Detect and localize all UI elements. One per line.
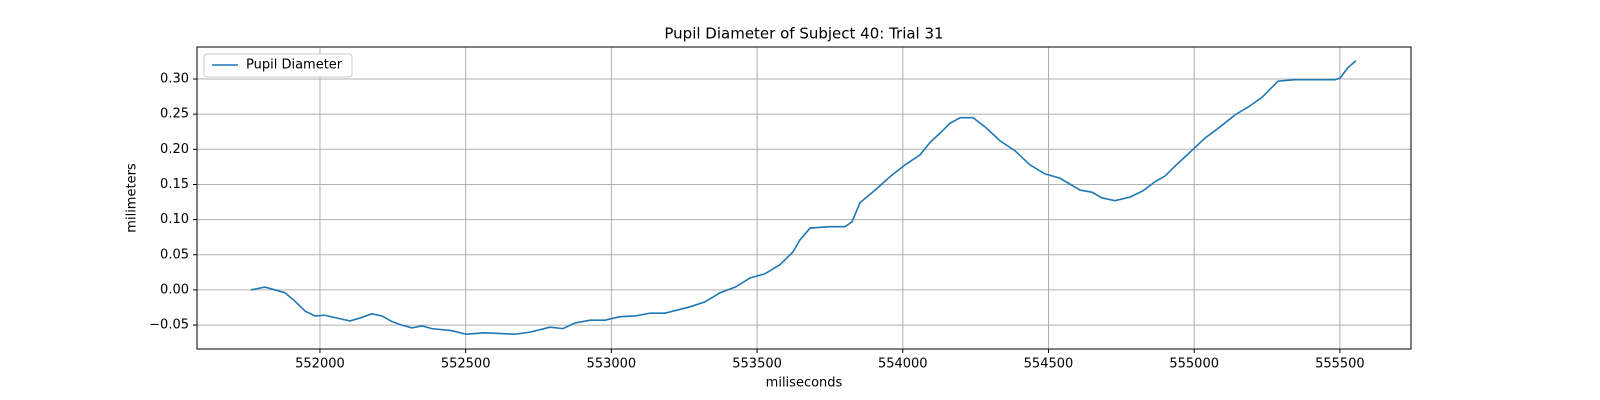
y-tick-label: 0.05: [160, 247, 189, 262]
y-tick-label: 0.30: [160, 71, 189, 86]
x-tick-label: 553500: [732, 357, 782, 372]
x-tick-label: 552500: [441, 357, 491, 372]
y-tick-label: −0.05: [149, 318, 189, 333]
plot-frame: [196, 46, 1412, 350]
y-tick-label: 0.15: [160, 177, 189, 192]
x-tick-label: 552000: [295, 357, 345, 372]
y-axis-label: milimeters: [125, 163, 140, 233]
legend-label: Pupil Diameter: [246, 58, 343, 73]
data-line: [250, 60, 1357, 336]
y-tick-label: 0.00: [160, 282, 189, 297]
x-tick-label: 554000: [878, 357, 928, 372]
chart-title: Pupil Diameter of Subject 40: Trial 31: [664, 25, 943, 43]
y-tick-label: 0.25: [160, 107, 189, 122]
x-tick-label: 555000: [1169, 357, 1219, 372]
x-axis-label: miliseconds: [766, 376, 843, 391]
x-tick-label: 554500: [1024, 357, 1074, 372]
x-tick-label: 553000: [587, 357, 637, 372]
y-tick-label: 0.20: [160, 142, 189, 157]
y-tick-label: 0.10: [160, 212, 189, 227]
x-tick-label: 555500: [1315, 357, 1365, 372]
legend-box: [203, 53, 353, 78]
